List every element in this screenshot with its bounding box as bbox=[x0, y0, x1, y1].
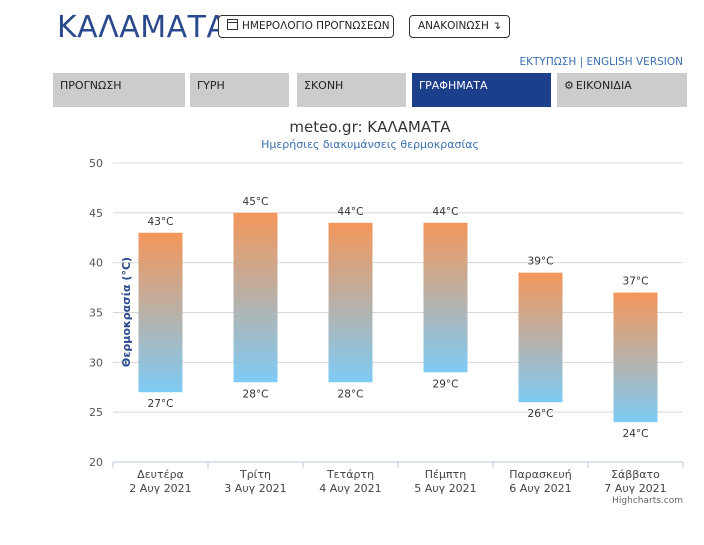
y-tick-label: 20 bbox=[89, 456, 103, 469]
low-temp-label: 24°C bbox=[623, 428, 649, 440]
x-tick-day-label: Τρίτη bbox=[239, 468, 271, 481]
high-temp-label: 44°C bbox=[338, 206, 364, 218]
y-axis-title: Θερμοκρασία (°C) bbox=[120, 257, 133, 367]
english-version-link[interactable]: ENGLISH VERSION bbox=[586, 56, 683, 68]
x-tick-date-label: 3 Αυγ 2021 bbox=[224, 482, 286, 495]
forecast-calendar-button[interactable]: ΗΜΕΡΟΛΟΓΙΟ ΠΡΟΓΝΩΣΕΩΝ bbox=[218, 15, 394, 38]
temperature-bar bbox=[518, 272, 563, 403]
x-tick-date-label: 2 Αυγ 2021 bbox=[129, 482, 191, 495]
low-temp-label: 29°C bbox=[433, 378, 459, 390]
tab-pollen[interactable]: ΓΥΡΗ bbox=[190, 73, 289, 107]
chart-svg: meteo.gr: ΚΑΛΑΜΑΤΑ Ημερήσιες διακυμάνσει… bbox=[89, 118, 684, 506]
y-tick-label: 40 bbox=[89, 257, 103, 270]
tab-charts[interactable]: ΓΡΑΦΗΜΑΤΑ bbox=[412, 73, 551, 107]
x-tick-date-label: 5 Αυγ 2021 bbox=[414, 482, 476, 495]
forecast-calendar-label: ΗΜΕΡΟΛΟΓΙΟ ΠΡΟΓΝΩΣΕΩΝ bbox=[242, 20, 390, 32]
tab-forecast-label: ΠΡΟΓΝΩΣΗ bbox=[60, 79, 122, 92]
x-tick-date-label: 6 Αυγ 2021 bbox=[509, 482, 571, 495]
temperature-bar bbox=[233, 212, 278, 383]
temperature-bar bbox=[138, 232, 183, 393]
highcharts-credit[interactable]: Highcharts.com bbox=[612, 496, 683, 506]
print-link[interactable]: ΕΚΤΥΠΩΣΗ bbox=[519, 56, 577, 68]
high-temp-label: 44°C bbox=[433, 206, 459, 218]
temperature-bar bbox=[328, 222, 373, 383]
y-tick-label: 25 bbox=[89, 406, 103, 419]
high-temp-label: 37°C bbox=[623, 276, 649, 288]
low-temp-label: 28°C bbox=[243, 388, 269, 400]
x-tick-day-label: Τετάρτη bbox=[326, 468, 374, 481]
tab-forecast[interactable]: ΠΡΟΓΝΩΣΗ bbox=[53, 73, 185, 107]
tab-icons-label: ΕΙΚΟΝΙΔΙΑ bbox=[575, 79, 632, 92]
y-tick-label: 35 bbox=[89, 307, 103, 320]
x-tick-date-label: 4 Αυγ 2021 bbox=[319, 482, 381, 495]
x-tick-day-label: Δευτέρα bbox=[137, 468, 184, 481]
y-tick-label: 30 bbox=[89, 356, 103, 369]
top-links: ΕΚΤΥΠΩΣΗ | ENGLISH VERSION bbox=[520, 56, 684, 68]
y-axis-ticks: 20 25 30 35 40 45 50 bbox=[89, 157, 103, 469]
calendar-icon bbox=[227, 19, 238, 30]
temperature-bar bbox=[613, 292, 658, 423]
high-temp-label: 43°C bbox=[148, 216, 174, 228]
chart-subtitle: Ημερήσιες διακυμάνσεις θερμοκρασίας bbox=[261, 138, 479, 151]
tab-icons[interactable]: ⚙ ΕΙΚΟΝΙΔΙΑ bbox=[557, 73, 687, 107]
tab-pollen-label: ΓΥΡΗ bbox=[197, 79, 225, 92]
high-temp-label: 45°C bbox=[243, 196, 269, 208]
links-separator: | bbox=[579, 56, 584, 68]
low-temp-label: 28°C bbox=[338, 388, 364, 400]
y-tick-label: 50 bbox=[89, 157, 103, 170]
tab-dust-label: ΣΚΟΝΗ bbox=[304, 79, 344, 92]
city-title: ΚΑΛΑΜΑΤΑ bbox=[57, 10, 228, 45]
grid-lines bbox=[113, 162, 683, 413]
announcement-label: ΑΝΑΚΟΙΝΩΣΗ ↴ bbox=[418, 20, 502, 32]
y-tick-label: 45 bbox=[89, 207, 103, 220]
temperature-chart: meteo.gr: ΚΑΛΑΜΑΤΑ Ημερήσιες διακυμάνσει… bbox=[53, 112, 687, 512]
low-temp-label: 26°C bbox=[528, 408, 554, 420]
tab-dust[interactable]: ΣΚΟΝΗ bbox=[297, 73, 406, 107]
x-tick-day-label: Σάββατο bbox=[611, 468, 660, 481]
tab-charts-label: ΓΡΑΦΗΜΑΤΑ bbox=[419, 79, 488, 92]
high-temp-label: 39°C bbox=[528, 256, 554, 268]
x-tick-day-label: Παρασκευή bbox=[509, 468, 572, 481]
bars-group: 43°C 27°C 45°C 28°C 44°C 28°C 44°C 29°C 39°C 26°C… bbox=[138, 196, 658, 440]
chart-title: meteo.gr: ΚΑΛΑΜΑΤΑ bbox=[289, 118, 451, 136]
announcement-button[interactable]: ΑΝΑΚΟΙΝΩΣΗ ↴ bbox=[409, 15, 510, 38]
tab-bar: ΠΡΟΓΝΩΣΗ ΓΥΡΗ ΣΚΟΝΗ ΓΡΑΦΗΜΑΤΑ ⚙ ΕΙΚΟΝΙΔΙΑ bbox=[53, 73, 687, 107]
x-tick-day-label: Πέμπτη bbox=[425, 468, 466, 481]
gear-icon: ⚙ bbox=[564, 79, 574, 92]
x-tick-date-label: 7 Αυγ 2021 bbox=[604, 482, 666, 495]
temperature-bar bbox=[423, 222, 468, 373]
low-temp-label: 27°C bbox=[148, 398, 174, 410]
